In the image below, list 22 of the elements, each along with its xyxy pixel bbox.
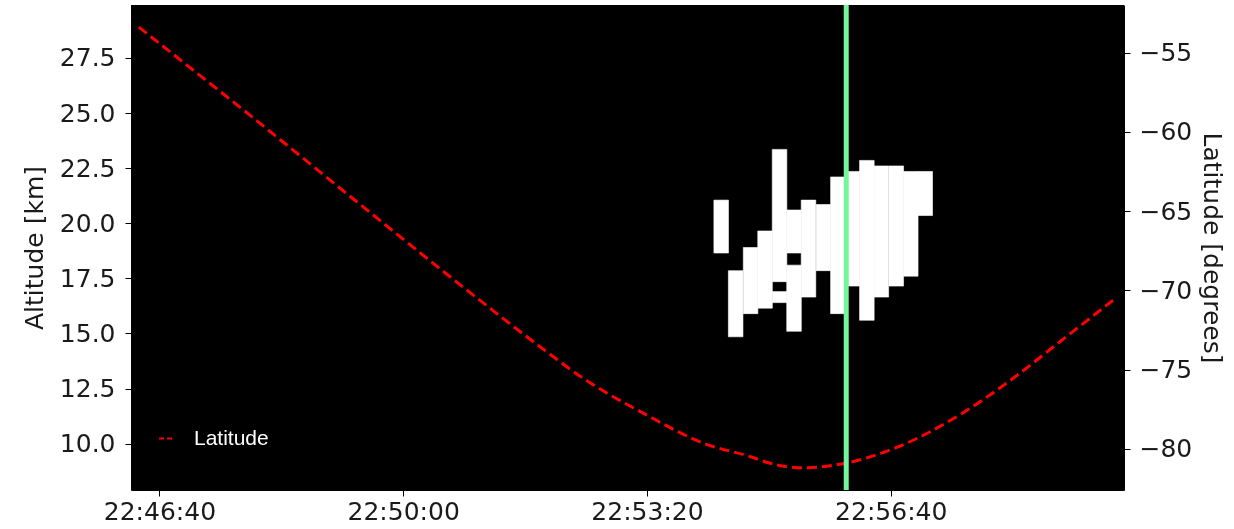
x-tick-label: 22:53:20 — [591, 496, 704, 526]
bar — [713, 199, 729, 254]
x-tick-label: 22:56:40 — [835, 496, 948, 526]
y2-tick-label: −55 — [1139, 38, 1193, 68]
y-tick-label: 25.0 — [59, 98, 116, 128]
y2-tick-label: −70 — [1139, 275, 1193, 305]
y-tick-label: 15.0 — [59, 318, 116, 348]
y-tick-label: 20.0 — [59, 208, 116, 238]
y2-axis-title: Latitude [degrees] — [1198, 132, 1228, 364]
y2-tick-label: −60 — [1139, 117, 1193, 147]
y-tick-label: 22.5 — [59, 153, 116, 183]
x-tick-label: 22:50:00 — [347, 496, 460, 526]
y2-tick-label: −65 — [1139, 196, 1193, 226]
y-tick-label: 10.0 — [59, 429, 116, 459]
y2-tick-label: −80 — [1139, 434, 1193, 464]
y-tick-label: 12.5 — [59, 374, 116, 404]
y-axis-title: Altitude [km] — [19, 166, 49, 330]
legend-label: Latitude — [194, 425, 269, 449]
y-tick-label: 27.5 — [59, 43, 116, 73]
y-tick-label: 17.5 — [59, 263, 116, 293]
x-tick-label: 22:46:40 — [103, 496, 217, 526]
y2-tick-label: −75 — [1139, 355, 1193, 385]
